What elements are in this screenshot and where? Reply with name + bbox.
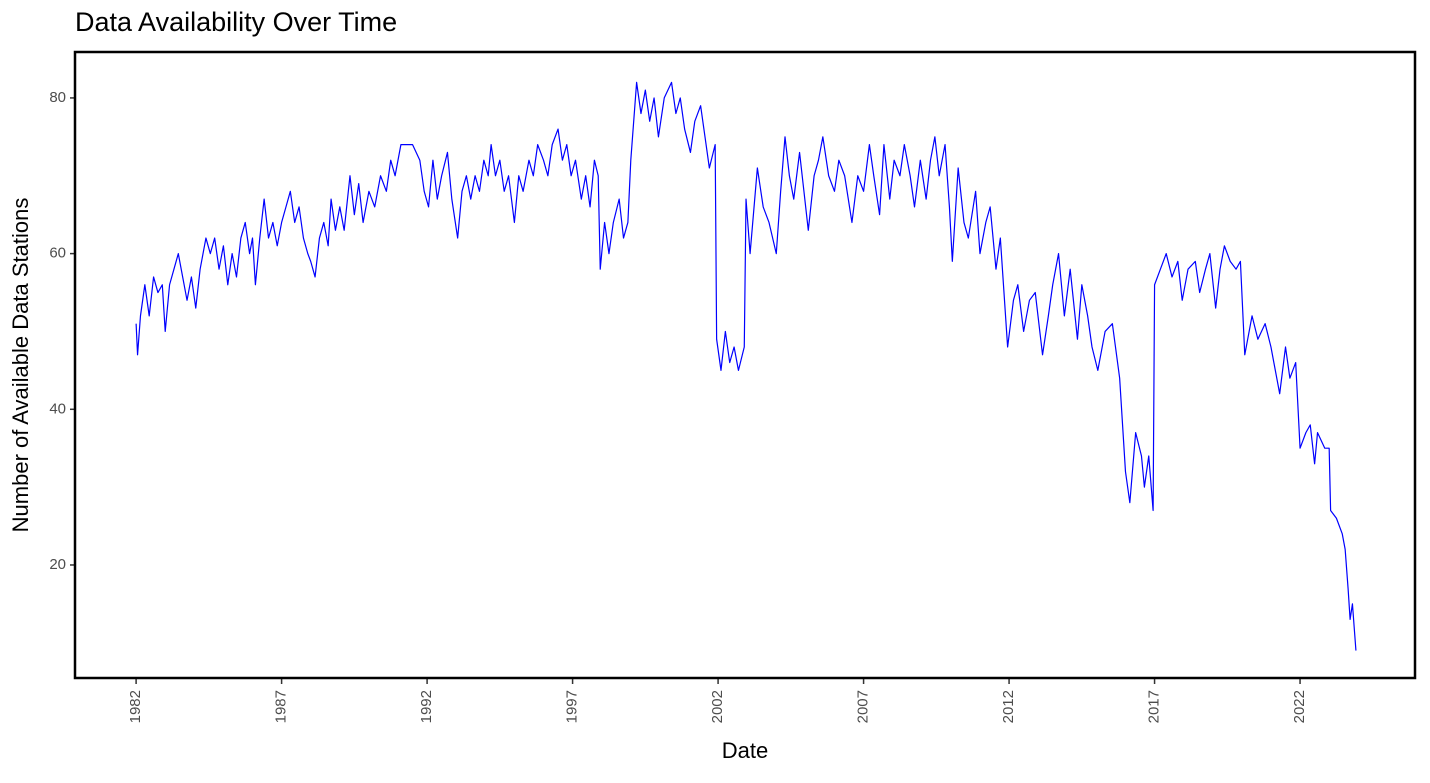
y-tick-label: 40 xyxy=(49,400,66,417)
chart-title: Data Availability Over Time xyxy=(75,7,397,37)
data-line xyxy=(135,81,1357,651)
x-tick-label: 1982 xyxy=(127,690,144,723)
x-tick-label: 2012 xyxy=(1000,690,1017,723)
x-tick-label: 1992 xyxy=(418,690,435,723)
x-tick-label: 2022 xyxy=(1291,690,1308,723)
x-axis-label: Date xyxy=(722,738,768,763)
x-tick-label: 2002 xyxy=(709,690,726,723)
y-axis-label: Number of Available Data Stations xyxy=(8,198,33,533)
y-tick-label: 60 xyxy=(49,245,66,262)
plot-border xyxy=(73,50,1417,680)
x-tick-label: 1987 xyxy=(273,690,290,723)
x-tick-label: 1997 xyxy=(564,690,581,723)
y-tick-label: 80 xyxy=(49,89,66,106)
y-tick-label: 20 xyxy=(49,556,66,573)
x-tick-label: 2017 xyxy=(1146,690,1163,723)
x-tick-label: 2007 xyxy=(855,690,872,723)
